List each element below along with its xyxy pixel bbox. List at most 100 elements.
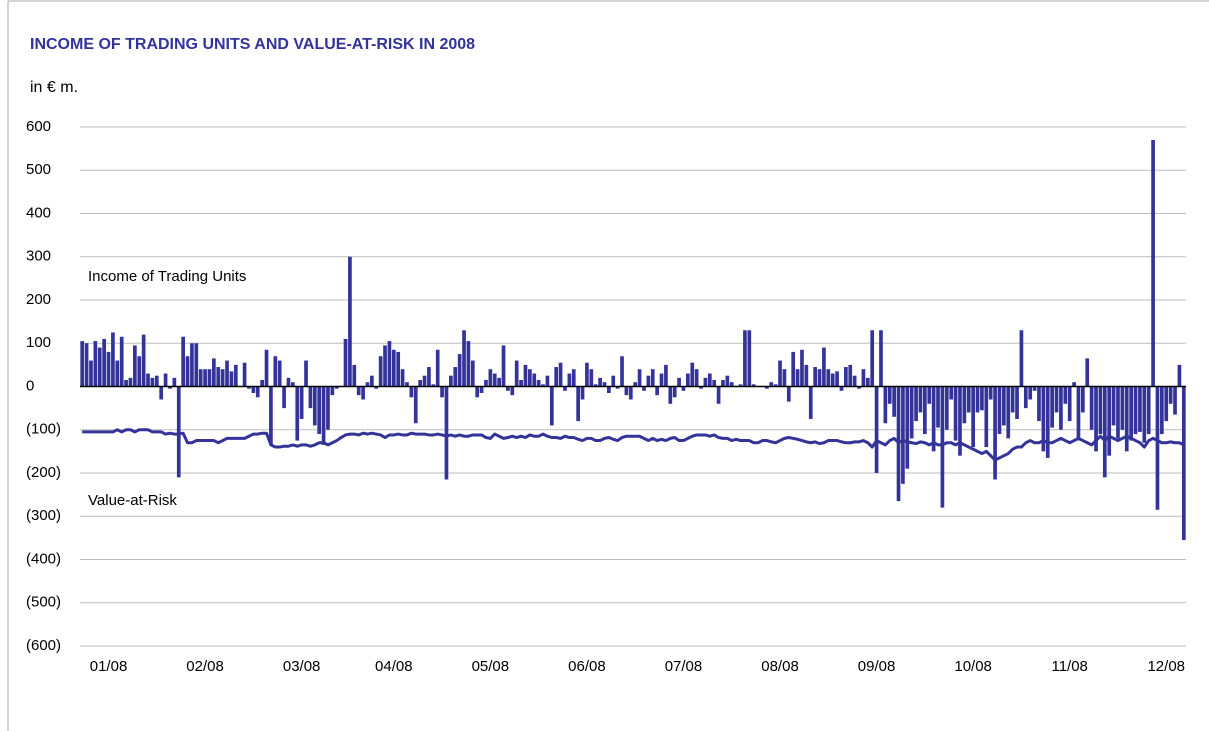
bar: [172, 377, 177, 387]
bar: [523, 364, 528, 387]
bar: [536, 380, 541, 387]
y-tick-label: 400: [26, 204, 51, 221]
x-tick-label: 05/08: [472, 658, 510, 675]
bar: [400, 369, 405, 387]
bar: [1164, 386, 1169, 422]
bar: [422, 375, 427, 387]
bar: [931, 386, 936, 452]
bar: [1181, 386, 1186, 541]
bar: [677, 377, 681, 387]
bar: [479, 386, 484, 393]
bar: [383, 345, 387, 387]
bar: [326, 386, 330, 430]
bar: [190, 343, 194, 387]
bar: [475, 386, 480, 398]
bar: [953, 386, 958, 441]
x-tick-label: 04/08: [375, 658, 413, 675]
bar: [1028, 386, 1033, 400]
bar: [571, 369, 576, 387]
bar: [1045, 386, 1050, 458]
grid: [80, 126, 1186, 647]
bar: [181, 336, 185, 387]
annotation: Value-at-Risk: [88, 492, 177, 509]
y-tick-label: 300: [26, 248, 51, 265]
bar: [870, 330, 875, 387]
bar: [405, 382, 409, 387]
bar: [905, 386, 910, 469]
bar: [993, 386, 997, 480]
bar: [1041, 386, 1046, 452]
bar: [716, 386, 721, 404]
bar: [541, 384, 545, 387]
bar: [466, 341, 471, 387]
x-tick-label: 07/08: [665, 658, 703, 675]
bar: [620, 356, 624, 387]
bar: [1037, 386, 1041, 422]
bar: [84, 343, 89, 387]
bar: [212, 358, 216, 387]
bar: [852, 375, 857, 387]
bar: [413, 386, 418, 424]
bar: [694, 369, 699, 387]
bar: [198, 369, 203, 387]
bar: [839, 386, 844, 391]
bar: [497, 377, 501, 387]
bar: [628, 386, 633, 400]
bar: [751, 384, 756, 387]
bar: [168, 386, 172, 389]
bar: [378, 356, 383, 387]
bar: [449, 375, 453, 387]
bar: [1124, 386, 1129, 452]
bar: [374, 386, 379, 389]
bar: [1081, 386, 1085, 413]
y-tick-label: (100): [26, 421, 61, 438]
bar: [435, 349, 440, 387]
bar: [558, 362, 563, 387]
bar: [348, 256, 352, 387]
bar: [844, 367, 848, 387]
bar: [1107, 386, 1112, 456]
bar: [418, 380, 422, 387]
bar: [607, 386, 611, 393]
bar: [918, 386, 923, 413]
bar: [146, 373, 150, 387]
bar: [273, 356, 278, 387]
bar: [255, 386, 260, 398]
bar: [1168, 386, 1173, 404]
bar: [141, 334, 146, 387]
bar: [532, 373, 537, 387]
bar: [356, 386, 361, 396]
bar: [124, 380, 128, 387]
x-tick-label: 01/08: [90, 658, 128, 675]
bar: [1006, 386, 1011, 439]
bar: [444, 386, 449, 480]
bar: [707, 373, 712, 387]
bar: [808, 386, 813, 419]
bar: [1120, 386, 1125, 430]
bar: [782, 369, 787, 387]
bar: [887, 386, 892, 404]
bar: [800, 349, 804, 387]
bar: [1085, 358, 1090, 387]
bar: [721, 380, 725, 387]
bar: [738, 384, 743, 387]
bar: [361, 386, 365, 400]
bar: [295, 386, 300, 441]
bar: [944, 386, 949, 430]
bar: [528, 369, 532, 387]
bar: [488, 369, 493, 387]
bar: [848, 364, 853, 387]
bar: [681, 386, 686, 391]
bar: [642, 386, 646, 391]
bar: [269, 386, 273, 445]
bar: [133, 345, 137, 387]
bar: [690, 362, 695, 387]
bar: [743, 330, 747, 387]
bar: [343, 338, 348, 387]
bar: [769, 382, 774, 387]
bar: [506, 386, 510, 391]
bar: [225, 360, 229, 387]
bar: [901, 386, 905, 484]
bar: [1155, 386, 1160, 510]
bar: [80, 341, 85, 387]
